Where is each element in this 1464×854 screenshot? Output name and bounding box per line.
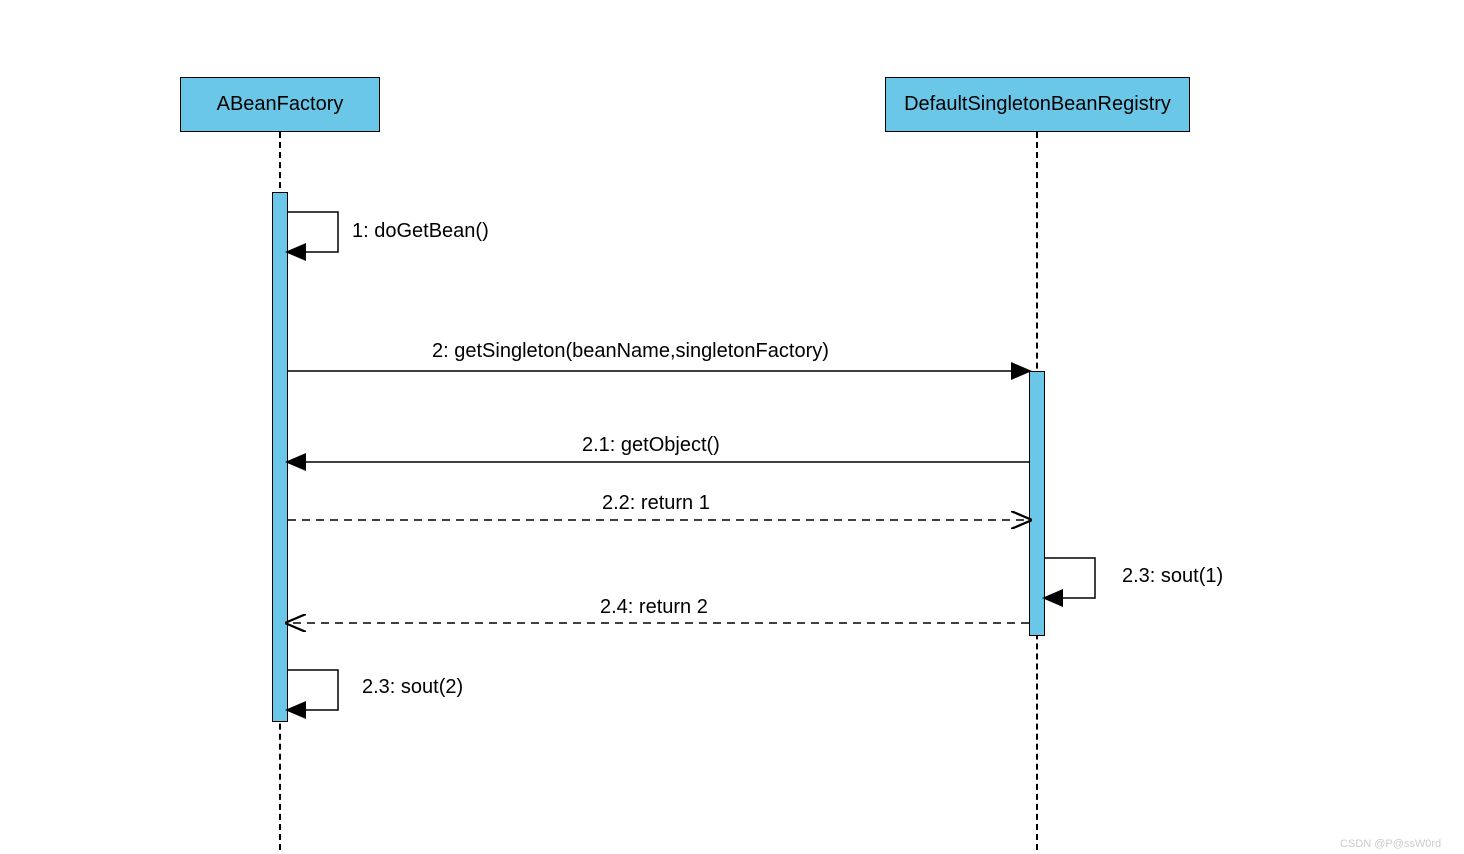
watermark: CSDN @P@ssW0rd	[1340, 838, 1441, 850]
participant-label: DefaultSingletonBeanRegistry	[904, 93, 1171, 116]
label-getsingleton: 2: getSingleton(beanName,singletonFactor…	[432, 340, 829, 363]
activation-dsbr	[1029, 371, 1045, 636]
label-return2: 2.4: return 2	[600, 596, 708, 619]
sequence-diagram: ABeanFactory DefaultSingletonBeanRegistr…	[0, 0, 1464, 854]
label-sout2: 2.3: sout(2)	[362, 676, 463, 699]
label-sout1: 2.3: sout(1)	[1122, 565, 1223, 588]
label-return1: 2.2: return 1	[602, 492, 710, 515]
label-dogetbean: 1: doGetBean()	[352, 220, 489, 243]
label-getobject: 2.1: getObject()	[582, 434, 720, 457]
participant-label: ABeanFactory	[217, 93, 344, 116]
participant-abeanfactory: ABeanFactory	[180, 77, 380, 132]
participant-defaultsingletonbeanregistry: DefaultSingletonBeanRegistry	[885, 77, 1190, 132]
activation-abf	[272, 192, 288, 722]
